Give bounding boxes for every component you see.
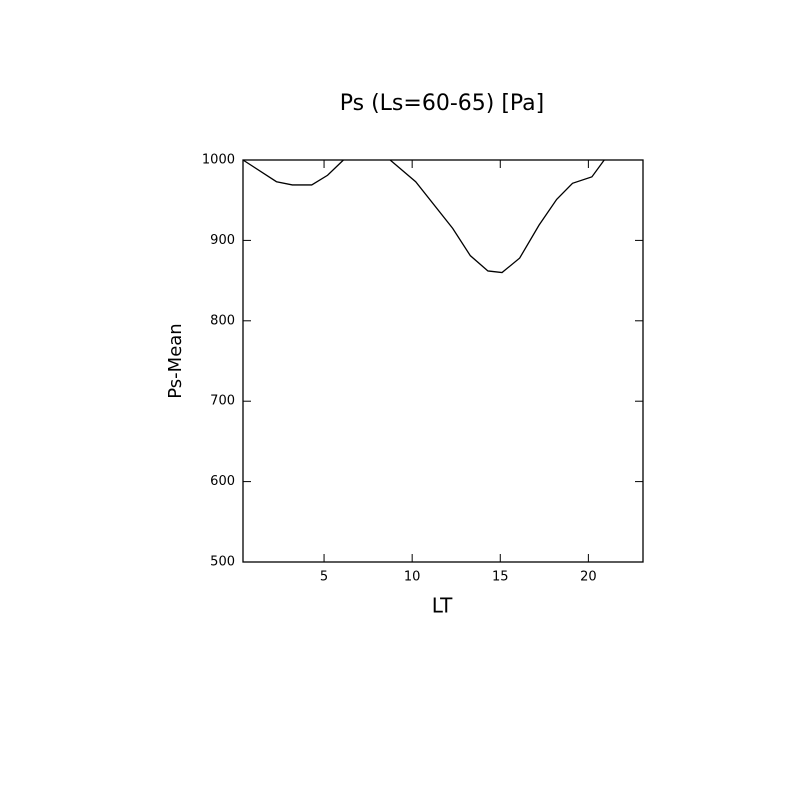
data-line xyxy=(242,159,605,274)
y-tick-label: 500 xyxy=(210,555,235,570)
plot-frame xyxy=(242,159,644,563)
y-tick-label: 1000 xyxy=(202,153,235,168)
x-tick-label: 10 xyxy=(404,570,421,585)
x-tick-label: 15 xyxy=(492,570,509,585)
x-axis-label: LT xyxy=(432,594,453,618)
y-tick-label: 600 xyxy=(210,474,235,489)
chart-title: Ps (Ls=60-65) [Pa] xyxy=(340,91,545,116)
y-axis-label: Ps-Mean xyxy=(165,323,186,398)
x-tick-label: 5 xyxy=(320,570,328,585)
y-tick-label: 700 xyxy=(210,394,235,409)
y-tick-label: 900 xyxy=(210,233,235,248)
y-tick-label: 800 xyxy=(210,313,235,328)
x-tick-label: 20 xyxy=(580,570,597,585)
